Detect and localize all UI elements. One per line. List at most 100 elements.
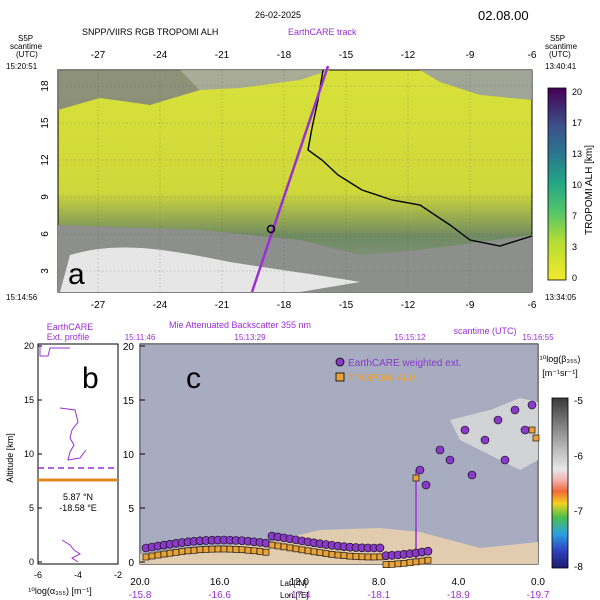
scantime-tick-label: 15:13:29 <box>234 333 266 342</box>
cloud-patch <box>60 247 360 292</box>
legend-earthcare: EarthCARE weighted ext. <box>348 358 461 369</box>
profile-location-lon: -18.58 °E <box>59 503 97 513</box>
tropomi-marker <box>244 546 252 554</box>
earthcare-marker <box>500 455 510 465</box>
map-panel: -27 -24 -21 -18 -15 -12 -9 -6 -27 -24 -21 -18 -15 -1… <box>40 50 595 311</box>
scantime-tick-label: 15:11:46 <box>125 333 156 342</box>
tropomi-marker <box>364 553 372 561</box>
profile-frame <box>37 343 119 565</box>
backscatter-colorbar-tick-label: -6 <box>574 451 583 462</box>
tropomi-marker <box>340 552 348 559</box>
lat-tick-label: 8.0 <box>372 577 386 588</box>
earthcare-marker <box>421 480 431 490</box>
lon-tick-label: -18.9 <box>447 590 470 600</box>
profile-title-2: Ext. profile <box>47 332 90 342</box>
earthcare-marker <box>375 543 385 553</box>
backscatter-colorbar-label: ¹⁰log(β₃₅₅) <box>540 354 581 364</box>
time-bottom-left: 15:14:56 <box>6 293 38 302</box>
tropomi-marker <box>220 545 228 553</box>
map-bottom-lon-label: -21 <box>215 300 230 311</box>
lon-tick-label: -16.6 <box>208 590 231 600</box>
extinction-profile-top <box>39 344 70 357</box>
earthcare-marker <box>493 415 503 425</box>
curtain-ytick-label: 0 <box>128 558 134 569</box>
lat-tick-label: 16.0 <box>210 577 230 588</box>
tropomi-marker <box>226 545 234 553</box>
s5p-right-2: scantime <box>545 42 578 51</box>
profile-xlabel: ¹⁰log(α₃₅₅) [m⁻¹] <box>28 586 91 596</box>
tropomi-marker <box>370 553 378 561</box>
lat-tick-label: 12.0 <box>289 577 309 588</box>
tropomi-marker <box>256 548 264 555</box>
lon-tick-label: -18.1 <box>367 590 390 600</box>
map-lat-label: 3 <box>40 268 51 274</box>
profile-ytick-label: 10 <box>24 449 34 459</box>
tropomi-marker <box>184 547 192 555</box>
tropomi-marker <box>208 545 216 553</box>
tropomi-marker <box>160 550 168 558</box>
map-top-lon-label: -12 <box>401 50 416 61</box>
profile-xtick-label: -2 <box>114 570 122 580</box>
map-bottom-lon-label: -6 <box>528 300 537 311</box>
curtain-ytick-label: 15 <box>123 396 135 407</box>
time-label: 02.08.00 <box>478 8 529 23</box>
tropomi-marker <box>388 561 396 568</box>
map-lat-label: 6 <box>40 231 51 237</box>
profile-xtick-label: -4 <box>74 570 82 580</box>
earthcare-marker <box>480 435 490 445</box>
cloud-structure <box>450 398 538 470</box>
legend-marker-earthcare <box>335 357 345 367</box>
track-label: EarthCARE track <box>288 27 357 37</box>
map-top-lon-label: -15 <box>339 50 354 61</box>
track-location-marker <box>266 224 276 234</box>
tropomi-marker <box>418 557 426 565</box>
tropomi-marker <box>178 548 186 555</box>
earthcare-marker <box>510 405 520 415</box>
profile-ytick-label: 20 <box>24 341 34 351</box>
tropomi-marker <box>166 549 174 557</box>
map-top-lon-label: -27 <box>91 50 106 61</box>
map-bottom-lon-label: -9 <box>466 300 475 311</box>
profile-ytick-label: 5 <box>29 503 34 513</box>
lat-tick-label: 4.0 <box>451 577 465 588</box>
earthcare-marker <box>460 425 470 435</box>
tropomi-marker <box>352 553 360 560</box>
earthcare-track <box>250 65 330 293</box>
s5p-left-2: scantime <box>10 42 43 51</box>
lat-tick-label: 0.0 <box>531 577 545 588</box>
backscatter-colorbar-tick-label: -5 <box>574 396 583 407</box>
colorbar-tick-label: 13 <box>572 149 582 159</box>
tropomi-marker <box>394 560 402 568</box>
tropomi-marker <box>202 546 210 553</box>
colorbar-tick-label: 7 <box>572 211 577 221</box>
tropomi-marker <box>298 546 306 554</box>
profile-title-1: EarthCARE <box>47 322 94 332</box>
tropomi-marker <box>334 551 342 559</box>
s5p-right-1: S5P <box>550 34 566 43</box>
tropomi-marker <box>328 551 336 558</box>
lon-tick-label: -15.8 <box>129 590 152 600</box>
colorbar-tick-label: 17 <box>572 118 582 128</box>
tropomi-marker <box>424 556 432 564</box>
panel-label-a: a <box>68 258 85 291</box>
alh-colorbar-label: TROPOMI ALH [km] <box>584 145 595 235</box>
tropomi-marker <box>268 541 276 549</box>
panel-label-c: c <box>186 362 201 395</box>
cloud-patch <box>58 70 200 110</box>
lat-label: Lat [°N] <box>280 579 307 588</box>
legend-tropomi: TROPOMI ALH <box>348 373 416 384</box>
map-bottom-lon-label: -18 <box>277 300 292 311</box>
s5p-right-3: (UTC) <box>549 50 571 59</box>
profile-location-lat: 5.87 °N <box>63 492 93 502</box>
map-lat-label: 12 <box>40 154 51 166</box>
map-bottom-lon-label: -15 <box>339 300 354 311</box>
lon-tick-label: -19.7 <box>527 590 550 600</box>
extinction-profile-low <box>61 539 81 563</box>
s5p-left-1: S5P <box>18 34 34 43</box>
cloud-patch <box>420 70 532 100</box>
tropomi-marker <box>316 549 324 557</box>
time-top-right: 13:40:41 <box>545 62 577 71</box>
tropomi-marker <box>382 561 390 568</box>
lon-label: Lon [°E] <box>280 591 309 600</box>
tropomi-marker <box>406 559 414 566</box>
